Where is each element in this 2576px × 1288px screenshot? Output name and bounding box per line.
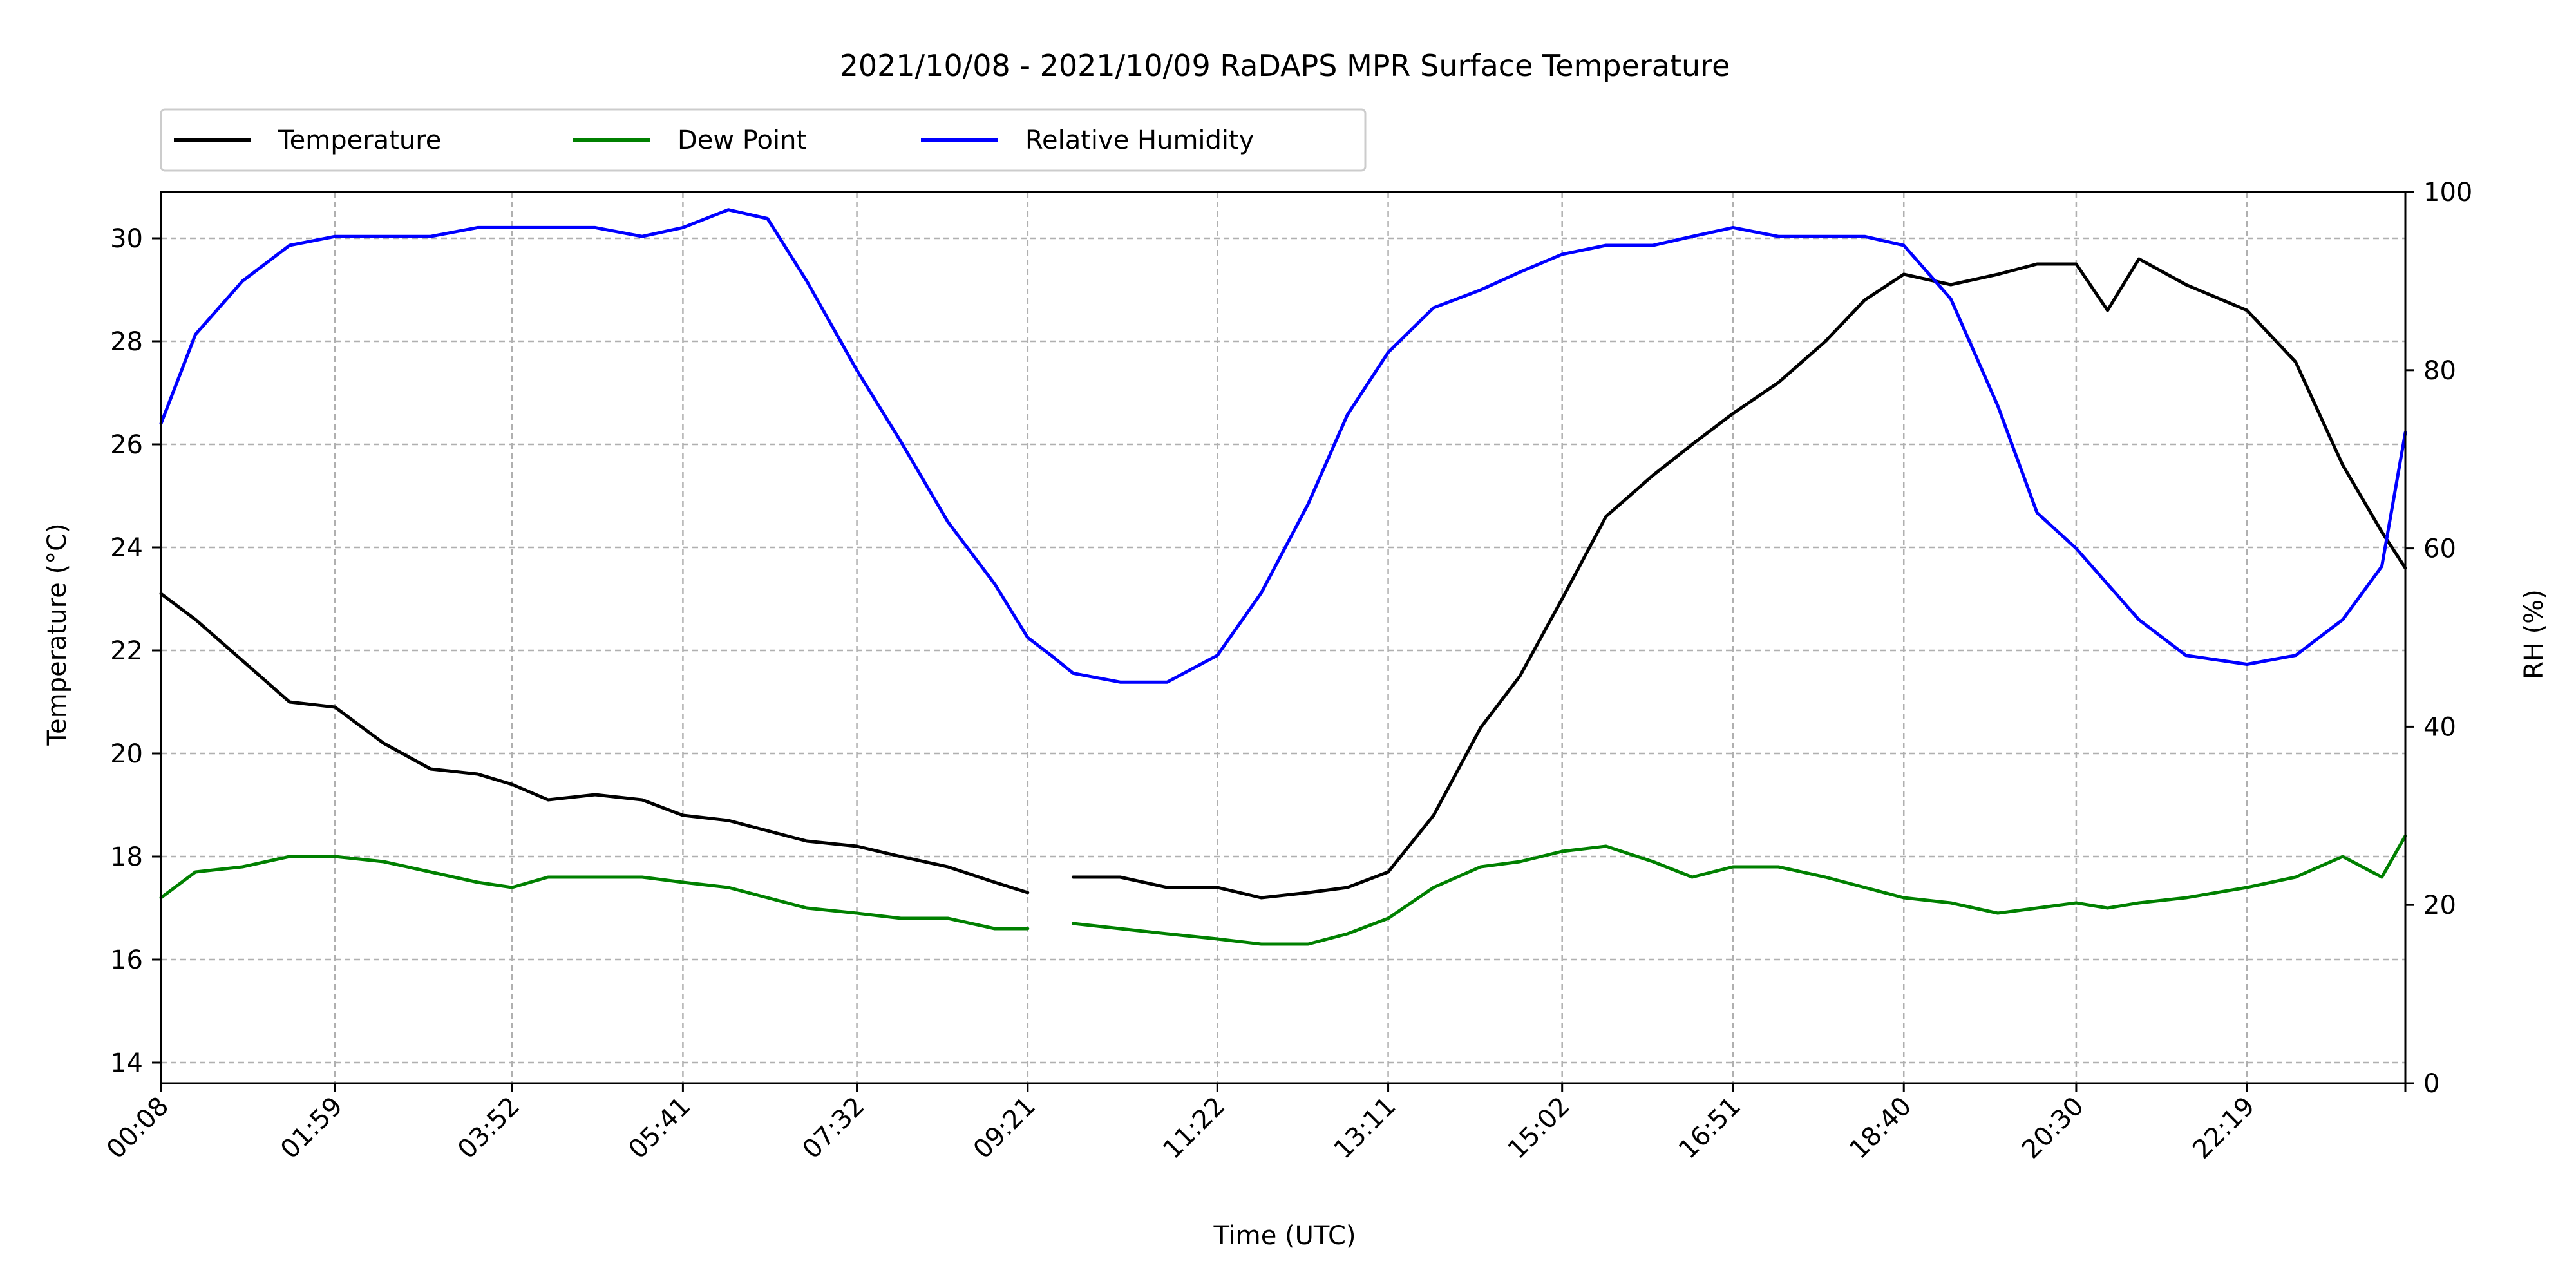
axes: 00:08 01:59 03:52 05:41 07:32 09:21 11:22 13:11… (101, 178, 2472, 1165)
x-tick-label: 09:21 (968, 1092, 1041, 1165)
y2-tick-label: 100 (2423, 178, 2472, 207)
y2-tick-label: 40 (2423, 712, 2456, 742)
legend-box (160, 108, 1367, 172)
y2-tick-label: 60 (2423, 535, 2456, 564)
plot-frame (160, 191, 2407, 1084)
y-tick-label: 16 (110, 945, 143, 975)
series-layer (159, 208, 2407, 946)
x-tick-label: 18:40 (1844, 1092, 1917, 1165)
x-tick-label: 01:59 (275, 1092, 348, 1165)
x-tick-label: 11:22 (1157, 1092, 1231, 1165)
series-line-temperature (159, 257, 2407, 900)
x-tick-label: 07:32 (797, 1092, 871, 1165)
series-line-relative-humidity (159, 208, 2407, 684)
x-tick-label: 15:02 (1502, 1092, 1576, 1165)
y2-tick-label: 20 (2423, 891, 2456, 920)
y2-axis-label: RH (%) (2519, 589, 2549, 679)
y-tick-label: 18 (110, 842, 143, 872)
y-axis-label: Temperature (°C) (43, 523, 72, 746)
grid (160, 192, 2407, 1083)
y-tick-label: 14 (110, 1048, 143, 1078)
x-tick-label: 16:51 (1673, 1092, 1747, 1165)
legend-label-dew-point: Dew Point (677, 126, 806, 155)
legend: Temperature Dew Point Relative Humidity (160, 108, 1367, 172)
y-tick-label: 26 (110, 430, 143, 460)
legend-label-relative-humidity: Relative Humidity (1025, 126, 1254, 155)
x-tick-label: 00:08 (101, 1092, 175, 1165)
x-axis-label: Time (UTC) (1213, 1221, 1356, 1251)
legend-label-temperature: Temperature (278, 126, 441, 155)
series-line-dew-point (159, 834, 2407, 946)
y-tick-label: 22 (110, 636, 143, 666)
y-tick-label: 30 (110, 224, 143, 254)
y-tick-label: 24 (110, 533, 143, 563)
x-tick-label: 05:41 (623, 1092, 696, 1165)
y-tick-label: 28 (110, 327, 143, 357)
x-tick-label: 20:30 (2016, 1092, 2090, 1165)
y2-tick-label: 0 (2423, 1069, 2439, 1099)
x-tick-label: 13:11 (1329, 1092, 1402, 1165)
x-tick-label: 03:52 (452, 1092, 526, 1165)
y2-tick-label: 80 (2423, 356, 2456, 386)
y-tick-label: 20 (110, 739, 143, 769)
x-tick-label: 22:19 (2187, 1092, 2260, 1165)
chart-title: 2021/10/08 - 2021/10/09 RaDAPS MPR Surfa… (840, 48, 1730, 83)
